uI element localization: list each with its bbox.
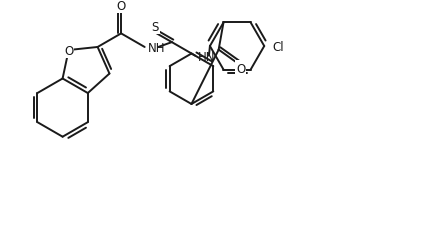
Text: NH: NH [147,42,165,55]
Text: O: O [236,62,245,75]
Text: Cl: Cl [272,40,284,53]
Text: S: S [151,21,159,34]
Text: O: O [64,44,73,57]
Text: O: O [116,0,126,13]
Text: HN: HN [198,51,216,64]
